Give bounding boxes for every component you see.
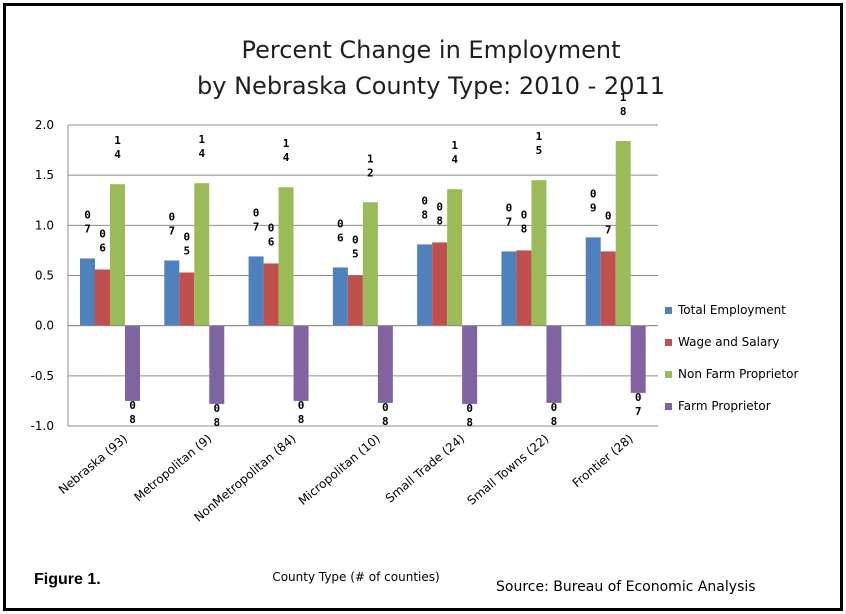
- bar: [80, 258, 95, 326]
- bar: [585, 237, 601, 326]
- legend-label: Non Farm Proprietor: [678, 367, 799, 381]
- legend-swatch: [665, 338, 672, 346]
- legend-item-total-employment: Total Employment: [665, 302, 798, 318]
- bar: [432, 242, 448, 326]
- x-tick-label: Micropolitan (10): [296, 432, 383, 508]
- bar: [630, 325, 646, 393]
- bar: [347, 275, 363, 326]
- bar: [615, 141, 631, 326]
- x-tick-label: Frontier (28): [570, 432, 636, 491]
- bar: [293, 325, 309, 401]
- x-tick-label: Nebraska (93): [56, 432, 130, 497]
- legend-swatch: [665, 402, 672, 410]
- bar: [209, 325, 225, 404]
- legend-label: Farm Proprietor: [678, 399, 771, 413]
- x-tick-label: Small Towns (22): [464, 432, 551, 508]
- figure-label: Figure 1.: [34, 571, 101, 588]
- y-tick-label: 1.5: [35, 168, 54, 182]
- legend-item-wage-and-salary: Wage and Salary: [665, 334, 798, 350]
- bar: [263, 263, 279, 326]
- y-tick-label: 0.5: [35, 269, 54, 283]
- y-tick-label: 1.0: [35, 218, 54, 232]
- bar: [546, 325, 562, 403]
- y-tick-label: 0.0: [35, 319, 54, 333]
- bar: [95, 269, 110, 326]
- y-tick-label: 2.0: [35, 118, 54, 132]
- chart-title-line: by Nebraska County Type: 2010 - 2011: [197, 72, 665, 100]
- legend-label: Wage and Salary: [678, 335, 780, 349]
- bar: [125, 325, 140, 401]
- legend-item-farm-proprietor: Farm Proprietor: [665, 398, 798, 414]
- legend-swatch: [665, 370, 672, 378]
- bar: [531, 180, 547, 326]
- bar: [447, 189, 463, 326]
- bar: [194, 183, 210, 326]
- bar: [362, 202, 378, 326]
- legend-swatch: [665, 306, 672, 314]
- legend-label: Total Employment: [678, 303, 786, 317]
- bar: [516, 250, 532, 326]
- chart-title-line: Percent Change in Employment: [241, 36, 620, 64]
- bar: [501, 251, 517, 326]
- bar: [110, 184, 125, 326]
- bar: [278, 187, 294, 326]
- source-note: Source: Bureau of Economic Analysis: [496, 579, 756, 595]
- x-axis-label: County Type (# of counties): [272, 570, 440, 584]
- bar: [417, 244, 433, 326]
- chart-legend: Total Employment Wage and Salary Non Far…: [665, 302, 798, 430]
- bar: [332, 267, 348, 326]
- bar: [462, 325, 478, 404]
- bar: [248, 256, 264, 326]
- y-tick-label: -1.0: [31, 419, 54, 433]
- x-tick-label: Metropolitan (9): [131, 432, 214, 505]
- x-tick-label: Small Trade (24): [383, 432, 467, 506]
- bar: [377, 325, 393, 403]
- y-tick-label: -0.5: [31, 369, 54, 383]
- legend-item-non-farm-proprietor: Non Farm Proprietor: [665, 366, 798, 382]
- bar: [600, 251, 616, 326]
- bar: [179, 272, 195, 326]
- bar: [164, 260, 180, 326]
